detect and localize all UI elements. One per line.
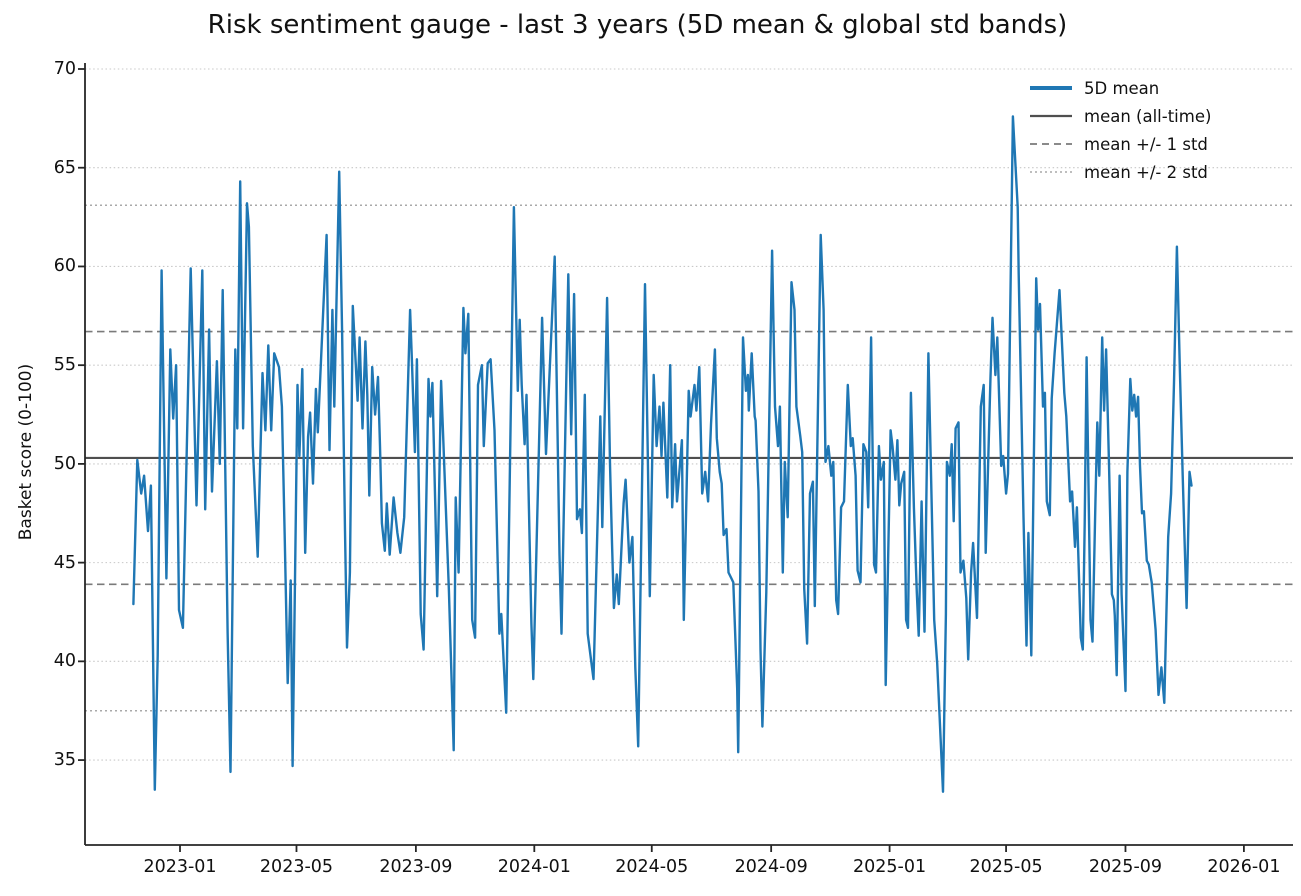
x-tick-label: 2024-09 <box>734 857 808 877</box>
legend: 5D mean mean (all-time) mean +/- 1 std m… <box>1030 74 1240 186</box>
x-tick-label: 2023-01 <box>143 857 217 877</box>
x-tick-label: 2023-09 <box>379 857 453 877</box>
legend-item-5d-mean: 5D mean <box>1030 74 1240 102</box>
x-tick-label: 2024-05 <box>615 857 689 877</box>
dashed-line-swatch-icon <box>1030 143 1072 145</box>
x-tick-label: 2025-01 <box>853 857 927 877</box>
legend-item-mean-all-time: mean (all-time) <box>1030 102 1240 130</box>
chart-title: Risk sentiment gauge - last 3 years (5D … <box>207 10 1068 40</box>
x-tick-label: 2025-09 <box>1088 857 1163 877</box>
y-tick-label: 40 <box>53 651 76 672</box>
x-tick-label: 2024-01 <box>497 857 571 877</box>
y-tick-label: 55 <box>53 355 76 376</box>
x-tick-label: 2023-05 <box>259 857 334 877</box>
legend-item-mean-1std: mean +/- 1 std <box>1030 130 1240 158</box>
y-tick-label: 45 <box>53 552 76 573</box>
series-5d-mean-line <box>132 115 1193 793</box>
y-tick-label: 65 <box>53 157 76 178</box>
legend-label: mean (all-time) <box>1084 106 1212 126</box>
legend-item-mean-2std: mean +/- 2 std <box>1030 158 1240 186</box>
y-tick-label: 35 <box>53 750 76 771</box>
mean-line-swatch-icon <box>1030 114 1072 118</box>
y-tick-label: 70 <box>53 59 76 79</box>
dotted-line-swatch-icon <box>1030 171 1072 173</box>
legend-label: 5D mean <box>1084 78 1160 98</box>
series-line-swatch-icon <box>1030 86 1072 90</box>
x-tick-label: 2025-05 <box>969 857 1043 877</box>
legend-label: mean +/- 2 std <box>1084 162 1208 182</box>
legend-label: mean +/- 1 std <box>1084 134 1208 154</box>
x-tick-label: 2026-01 <box>1207 857 1281 877</box>
y-tick-label: 60 <box>53 256 76 277</box>
y-tick-label: 50 <box>53 453 76 474</box>
